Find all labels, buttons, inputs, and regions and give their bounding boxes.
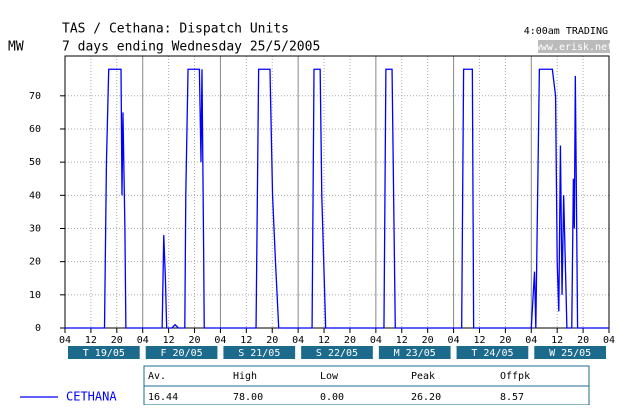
x-tick-label: 12 — [318, 335, 330, 346]
stats-header: Av. — [148, 371, 166, 382]
x-tick-label: 04 — [137, 335, 149, 346]
x-tick-label: 20 — [266, 335, 278, 346]
x-tick-label: 12 — [240, 335, 252, 346]
stats-value: 78.00 — [233, 392, 263, 403]
day-box — [378, 346, 451, 359]
x-tick-label: 20 — [189, 335, 201, 346]
stats-header: Offpk — [500, 371, 530, 382]
x-tick-label: 20 — [577, 335, 589, 346]
legend-label: CETHANA — [66, 390, 117, 404]
stats-value: 8.57 — [500, 392, 524, 403]
day-box — [534, 346, 606, 359]
x-tick-label: 04 — [448, 335, 460, 346]
trading-note: 4:00am TRADING — [524, 26, 608, 37]
x-tick-label: 12 — [163, 335, 175, 346]
y-tick-label: 50 — [29, 157, 41, 168]
x-tick-label: 12 — [85, 335, 97, 346]
y-tick-label: 30 — [29, 223, 41, 234]
x-tick-label: 04 — [525, 335, 537, 346]
day-label: T 19/05 — [83, 348, 125, 359]
series-line — [65, 68, 609, 329]
y-tick-label: 60 — [29, 124, 41, 135]
day-box — [145, 346, 218, 359]
day-label: S 21/05 — [238, 348, 280, 359]
stats-value: 0.00 — [320, 392, 344, 403]
y-tick-label: 70 — [29, 91, 41, 102]
x-tick-label: 04 — [292, 335, 304, 346]
x-tick-label: 04 — [603, 335, 615, 346]
x-tick-label: 04 — [214, 335, 226, 346]
y-tick-label: 40 — [29, 190, 41, 201]
chart-subtitle: 7 days ending Wednesday 25/5/2005 — [62, 40, 320, 55]
y-axis-label: MW — [8, 40, 24, 55]
x-tick-label: 20 — [111, 335, 123, 346]
stats-value: 16.44 — [148, 392, 178, 403]
day-label: M 23/05 — [394, 348, 436, 359]
stats-header: High — [233, 371, 257, 382]
day-label: T 24/05 — [471, 348, 513, 359]
day-label: F 20/05 — [160, 348, 202, 359]
y-tick-label: 0 — [35, 323, 41, 334]
source-box — [538, 40, 610, 53]
day-box — [223, 346, 296, 359]
x-tick-label: 20 — [344, 335, 356, 346]
y-tick-label: 10 — [29, 290, 41, 301]
plot-frame — [64, 55, 610, 329]
x-tick-label: 04 — [370, 335, 382, 346]
stats-header: Peak — [411, 371, 435, 382]
y-tick-label: 20 — [29, 257, 41, 268]
x-tick-label: 20 — [422, 335, 434, 346]
x-tick-label: 04 — [59, 335, 71, 346]
day-box — [301, 346, 373, 359]
source: www.erisk.net — [535, 42, 613, 53]
x-tick-label: 12 — [551, 335, 563, 346]
day-label: S 22/05 — [316, 348, 358, 359]
day-box — [68, 346, 140, 359]
chart-title: TAS / Cethana: Dispatch Units — [62, 22, 289, 37]
x-tick-label: 20 — [499, 335, 511, 346]
x-tick-label: 12 — [396, 335, 408, 346]
stats-value: 26.20 — [411, 392, 441, 403]
x-tick-label: 12 — [473, 335, 485, 346]
stats-header: Low — [320, 371, 339, 382]
day-label: W 25/05 — [549, 348, 591, 359]
day-box — [456, 346, 529, 359]
